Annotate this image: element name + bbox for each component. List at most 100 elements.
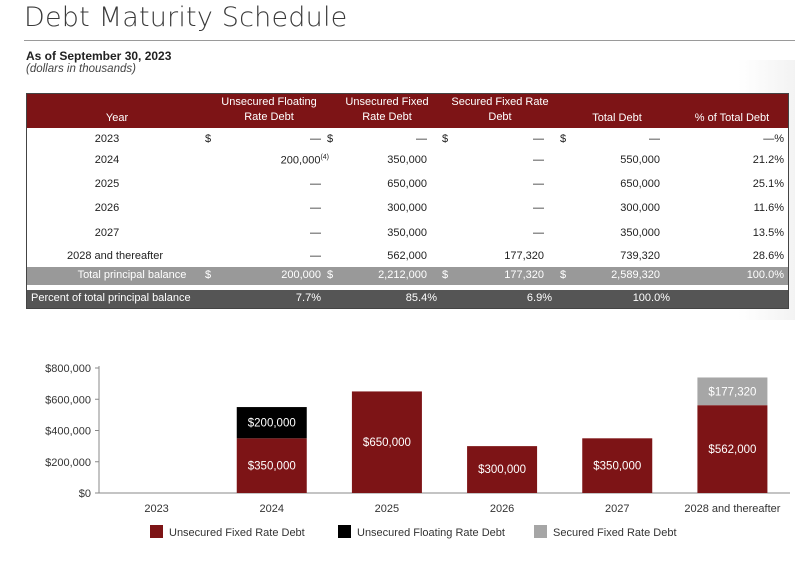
- row-floating-value: 200,000: [280, 154, 321, 167]
- x-tick-label: 2024: [260, 503, 284, 515]
- table-row: 2028 and thereafter — 562,000 177,320 739,32…: [27, 247, 788, 270]
- total-secured: 177,320: [504, 269, 544, 281]
- row-pct: 11.6%: [753, 202, 784, 214]
- header-fixed: Unsecured Fixed Rate Debt: [332, 95, 442, 125]
- row-secured: —: [533, 133, 544, 145]
- currency-symbol: $: [205, 133, 212, 145]
- x-tick-label: 2025: [375, 503, 399, 515]
- header-floating-line2: Rate Debt: [244, 111, 294, 123]
- x-tick-label: 2026: [490, 503, 514, 515]
- row-floating-value: —: [310, 202, 321, 214]
- bar-segment: [697, 405, 768, 493]
- row-year: 2027: [94, 227, 120, 239]
- total-floating: 200,000: [281, 269, 321, 281]
- debt-maturity-chart: $0 $200,000 $400,000 $600,000 $800,000 2023 20…: [45, 363, 790, 515]
- bar-segment: [236, 438, 307, 493]
- row-total: —: [649, 133, 660, 145]
- currency-symbol: $: [560, 133, 567, 145]
- title-divider: [24, 40, 795, 41]
- row-pct: 28.6%: [752, 250, 784, 262]
- header-fixed-line1: Unsecured Fixed: [345, 96, 429, 108]
- row-secured: —: [533, 227, 544, 239]
- page-title: Debt Maturity Schedule: [24, 2, 348, 33]
- row-pct: 21.2%: [752, 154, 784, 166]
- bar-segment: [697, 377, 768, 406]
- header-secured-line1: Secured Fixed Rate: [451, 96, 549, 108]
- percent-total-row: Percent of total principal balance 7.7% 85…: [27, 290, 788, 308]
- header-floating: Unsecured Floating Rate Debt: [207, 95, 331, 125]
- row-fixed: 562,000: [387, 250, 427, 262]
- total-row-label: Total principal balance: [77, 269, 187, 281]
- row-year: 2026: [94, 202, 120, 214]
- total-fixed: 2,212,000: [378, 269, 427, 281]
- row-year: 2023: [94, 133, 120, 145]
- total-principal-row: Total principal balance $200,000 $2,212,00…: [27, 267, 788, 285]
- row-pct: 25.1%: [752, 178, 784, 190]
- row-fixed: 650,000: [387, 178, 427, 190]
- header-total: Total Debt: [592, 112, 642, 124]
- row-floating-value: —: [310, 250, 321, 262]
- row-floating-value: —: [310, 133, 321, 145]
- table-row: 2023 $ $ $ $ — — — — —%: [27, 130, 788, 151]
- bar-data-label: $200,000: [248, 418, 296, 430]
- legend-item: Unsecured Floating Rate Debt: [338, 525, 505, 539]
- row-total: 650,000: [620, 178, 660, 190]
- x-tick-label: 2027: [605, 503, 629, 515]
- header-secured-line2: Debt: [488, 111, 512, 123]
- row-total: 739,320: [620, 250, 660, 262]
- bar-segment: [467, 446, 538, 493]
- row-floating: 200,000(4): [217, 154, 329, 167]
- row-floating: —: [217, 250, 321, 262]
- bar-data-label: $562,000: [708, 444, 756, 456]
- bar-data-label: $350,000: [593, 461, 641, 473]
- y-tick-label: $800,000: [45, 363, 91, 375]
- debt-maturity-table: Year Unsecured Floating Rate Debt Unsecu…: [26, 93, 789, 309]
- currency-symbol: $: [205, 269, 212, 281]
- legend-item: Secured Fixed Rate Debt: [534, 525, 677, 539]
- currency-symbol: $: [327, 269, 334, 281]
- row-floating-value: —: [310, 227, 321, 239]
- bar-data-label: $300,000: [478, 464, 526, 476]
- row-total: 300,000: [620, 202, 660, 214]
- row-secured: —: [533, 178, 544, 190]
- total-total: 2,589,320: [611, 269, 660, 281]
- footnote-marker: (4): [320, 154, 329, 161]
- row-secured: —: [533, 202, 544, 214]
- row-floating-value: —: [310, 178, 321, 190]
- row-floating: —: [217, 133, 321, 145]
- percent-fixed: 85.4%: [405, 292, 437, 304]
- percent-floating: 7.7%: [295, 292, 321, 304]
- legend-item: Unsecured Fixed Rate Debt: [150, 525, 305, 539]
- y-tick-label: $0: [79, 488, 91, 500]
- row-year: 2025: [94, 178, 120, 190]
- row-year: 2028 and thereafter: [66, 250, 164, 262]
- table-row: 2027 — 350,000 — 350,000 13.5%: [27, 224, 788, 247]
- row-fixed: 350,000: [387, 154, 427, 166]
- currency-symbol: $: [560, 269, 567, 281]
- row-total: 550,000: [620, 154, 660, 166]
- legend-swatch: [534, 525, 547, 538]
- bar-segment: [236, 407, 307, 439]
- row-pct: 13.5%: [752, 227, 784, 239]
- row-floating: —: [217, 227, 321, 239]
- row-fixed: —: [416, 133, 427, 145]
- bar-data-label: $650,000: [363, 437, 411, 449]
- bar-segment: [582, 438, 653, 493]
- header-pct: % of Total Debt: [694, 112, 770, 124]
- legend-label: Unsecured Floating Rate Debt: [357, 527, 505, 539]
- row-floating: —: [217, 202, 321, 214]
- table-row: 2024 200,000(4) 350,000 — 550,000 21.2%: [27, 151, 788, 175]
- header-secured: Secured Fixed Rate Debt: [440, 95, 560, 125]
- header-fixed-line2: Rate Debt: [362, 111, 412, 123]
- units-note: (dollars in thousands): [26, 63, 136, 75]
- legend-swatch: [150, 525, 163, 538]
- x-tick-label: 2028 and thereafter: [684, 503, 780, 515]
- row-fixed: 300,000: [387, 202, 427, 214]
- y-tick-label: $600,000: [45, 394, 91, 406]
- table-header: Year Unsecured Floating Rate Debt Unsecu…: [27, 94, 788, 128]
- row-secured: —: [533, 154, 544, 166]
- percent-total: 100.0%: [632, 292, 670, 304]
- x-tick-label: 2023: [144, 503, 168, 515]
- header-year: Year: [105, 112, 129, 124]
- row-floating: —: [217, 178, 321, 190]
